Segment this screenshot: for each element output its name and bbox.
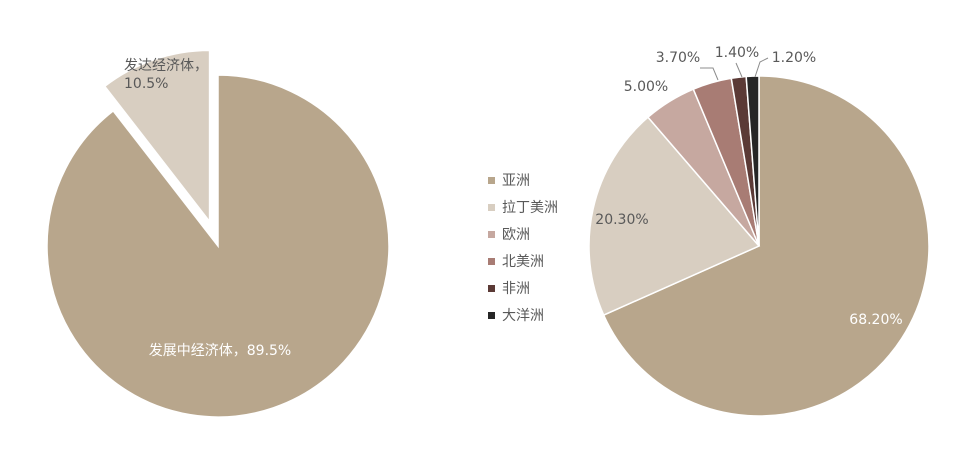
pie2-label-1: 68.20% bbox=[849, 312, 902, 328]
pie2-slice-2 bbox=[588, 116, 761, 317]
pie2-label-3: 5.00% bbox=[624, 79, 668, 95]
legend-label-6: 大洋洲 bbox=[502, 308, 544, 324]
pie2-leader-5 bbox=[735, 62, 743, 78]
pie2-label-2: 20.30% bbox=[595, 212, 648, 228]
pie2-label-4: 3.70% bbox=[656, 50, 700, 66]
pie2-label-6: 1.20% bbox=[772, 50, 816, 66]
legend-label-1: 亚洲 bbox=[502, 173, 530, 189]
legend-swatch-1 bbox=[488, 177, 495, 184]
legend-label-4: 北美洲 bbox=[502, 254, 544, 270]
legend-label-3: 欧洲 bbox=[502, 227, 530, 243]
legend-label-5: 非洲 bbox=[502, 281, 530, 297]
pie1-label-developed: 发达经济体， 10.5% bbox=[124, 58, 208, 92]
legend-label-2: 拉丁美洲 bbox=[502, 200, 558, 216]
pie1-label-developed-line2: 10.5% bbox=[124, 76, 168, 92]
pie2-slice-6 bbox=[745, 75, 760, 247]
pie1-slice-2 bbox=[103, 49, 211, 224]
pie-regions: 68.20% 20.30% 5.00% 3.70% 1.40% 1.20% bbox=[588, 45, 930, 417]
legend-swatch-6 bbox=[488, 312, 495, 319]
pie1-slice-1 bbox=[46, 74, 390, 418]
pie1-label-developed-line1: 发达经济体， bbox=[124, 58, 208, 74]
legend-swatch-4 bbox=[488, 258, 495, 265]
pie2-label-5: 1.40% bbox=[715, 45, 759, 61]
pie2-leader-4 bbox=[700, 67, 719, 81]
pie1-label-developing: 发展中经济体，89.5% bbox=[149, 343, 291, 359]
pie2-slice-1 bbox=[602, 75, 930, 417]
legend-swatch-3 bbox=[488, 231, 495, 238]
pie-economies: 发展中经济体，89.5% 发达经济体， 10.5% bbox=[46, 49, 390, 418]
pie2-leader-6 bbox=[754, 57, 769, 78]
legend-swatch-2 bbox=[488, 204, 495, 211]
legend-swatch-5 bbox=[488, 285, 495, 292]
